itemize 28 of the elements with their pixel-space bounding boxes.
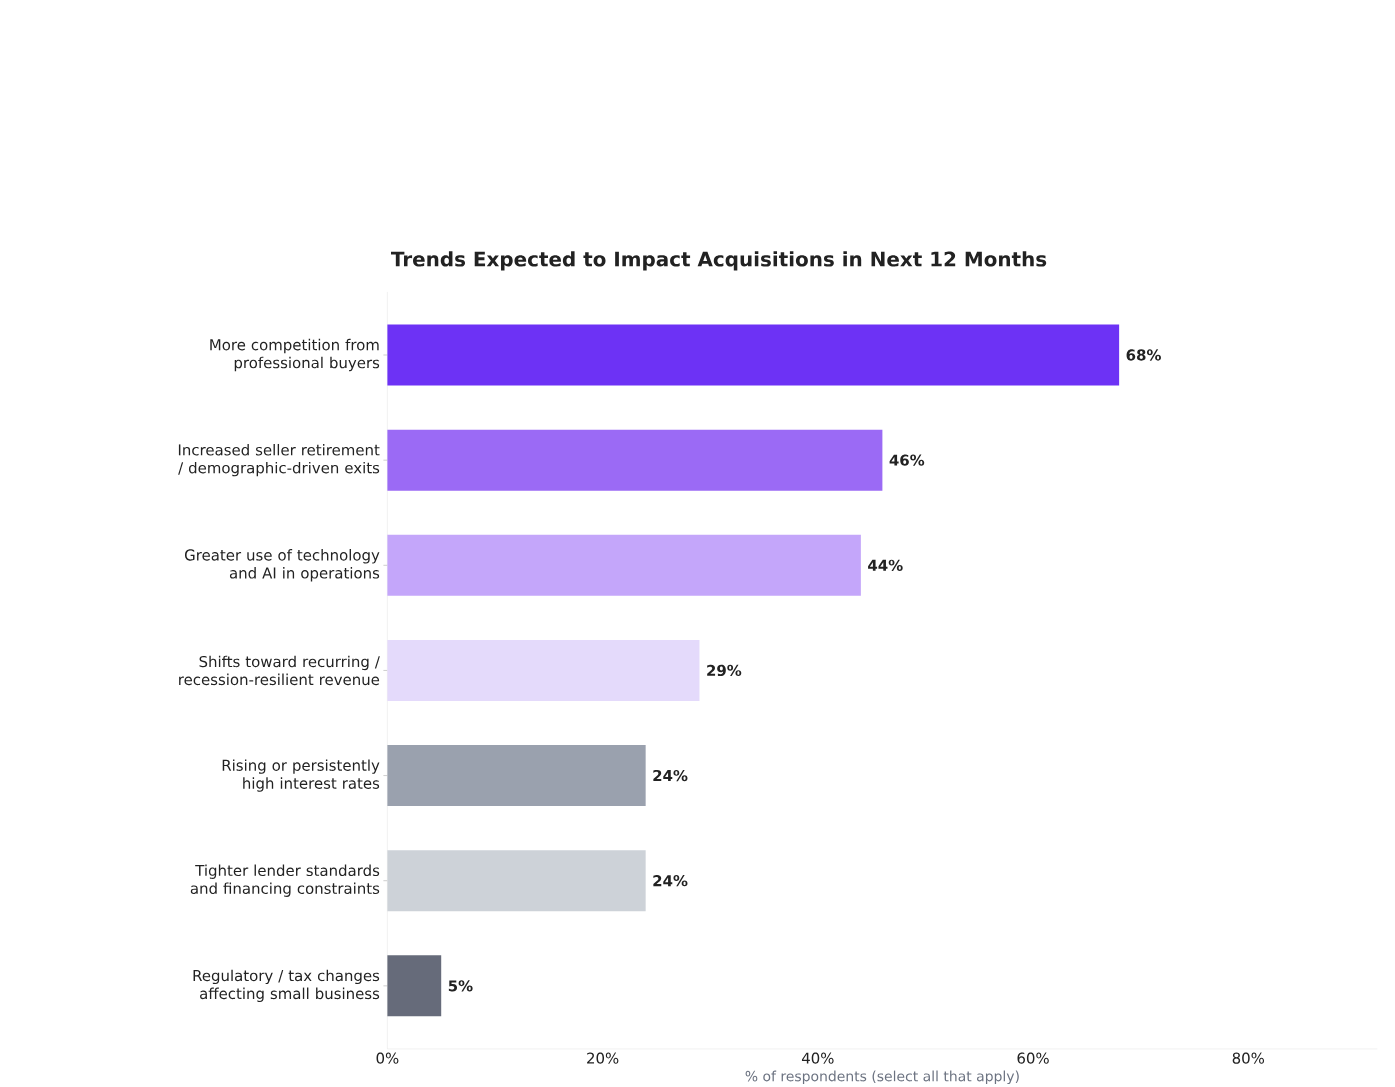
data-label: 24%: [653, 874, 688, 887]
y-tick-label: More competition from professional buyers: [210, 338, 380, 371]
data-label: 46%: [889, 454, 925, 466]
data-label: 5%: [448, 979, 473, 992]
y-tick-label: Regulatory / tax changes affecting small business: [193, 969, 380, 1002]
data-label: 68%: [1126, 349, 1161, 361]
bar: [387, 639, 700, 701]
y-tick-label: Rising or persistently high interest rates: [222, 759, 380, 792]
bar: [387, 534, 861, 596]
bar: [387, 744, 646, 806]
x-tick-label: 60%: [1017, 1052, 1049, 1064]
x-axis-title: % of respondents (select all that apply): [745, 1070, 1019, 1084]
data-label: 29%: [707, 664, 742, 676]
x-tick-label: 40%: [801, 1052, 834, 1064]
y-tick-label: Increased seller retirement / demographic-driven exits: [178, 443, 380, 477]
bar: [387, 429, 883, 491]
bar: [387, 324, 1120, 386]
y-tick-label: Tighter lender standards and financing constraints: [190, 864, 380, 897]
x-tick-label: 20%: [587, 1052, 619, 1064]
x-tick-label: 0%: [376, 1052, 399, 1064]
chart-title: Trends Expected to Impact Acquisitions in Next 12 Months: [391, 250, 1047, 271]
x-tick-label: 80%: [1232, 1052, 1265, 1064]
bar: [387, 955, 442, 1017]
y-tick-label: Shifts toward recurring / recession-resilient revenue: [179, 655, 380, 685]
y-tick-label: Greater use of technology and AI in operations: [184, 548, 380, 582]
bar: [387, 850, 646, 911]
data-label: 44%: [868, 559, 903, 571]
data-label: 24%: [653, 769, 688, 782]
